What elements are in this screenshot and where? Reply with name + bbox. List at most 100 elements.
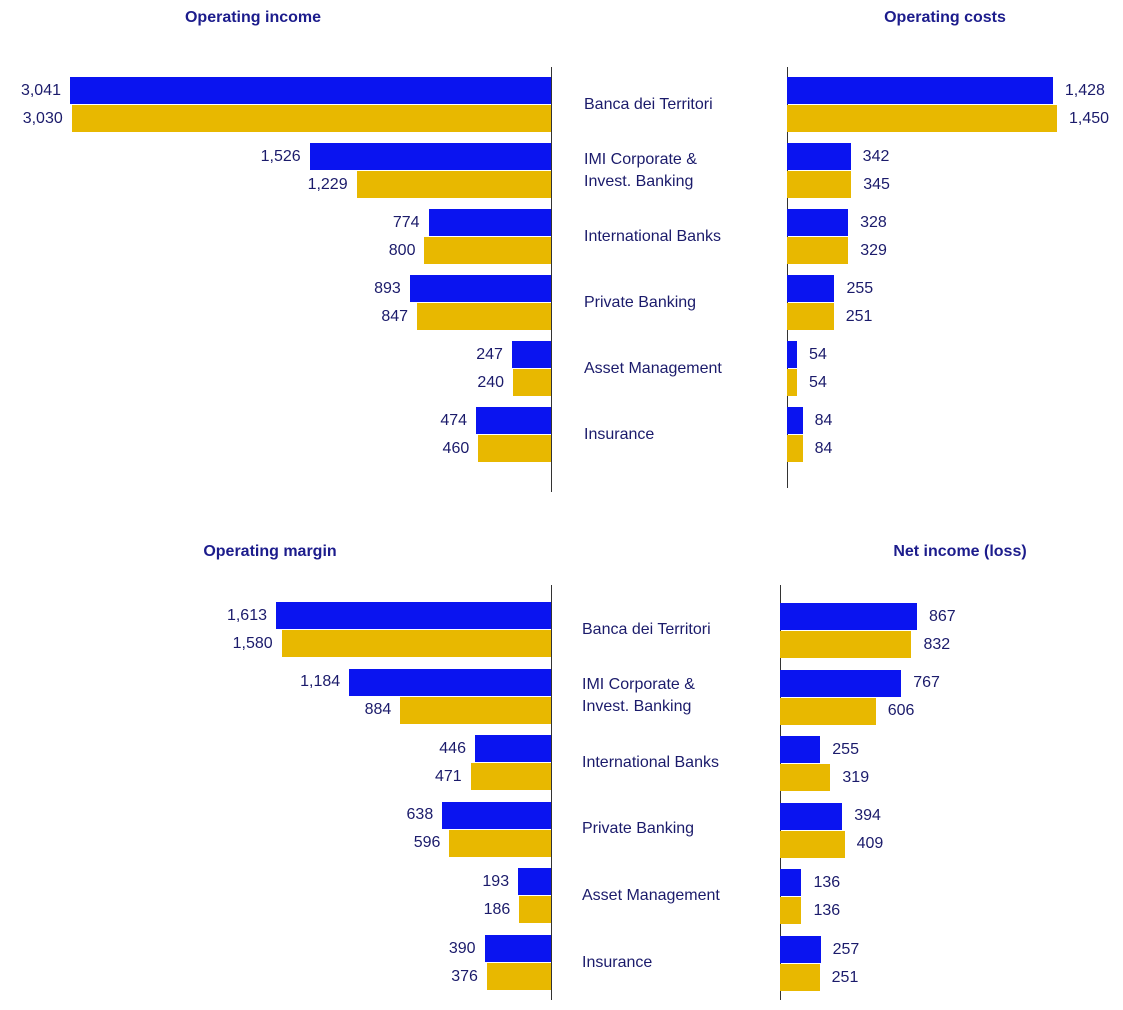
- value-label: 867: [929, 607, 956, 625]
- chart-title: Net income (loss): [893, 543, 1027, 560]
- value-label: 1,580: [232, 634, 273, 652]
- value-label: 1,526: [260, 147, 301, 165]
- bar: [400, 696, 551, 724]
- bar: [309, 143, 551, 170]
- bar: [276, 602, 551, 629]
- bar: [442, 801, 551, 829]
- bar: [787, 105, 1057, 132]
- bar: [470, 763, 551, 791]
- bar: [417, 303, 551, 330]
- value-label: 193: [482, 872, 510, 890]
- bar: [780, 697, 876, 725]
- bar: [780, 897, 802, 925]
- bar: [780, 802, 843, 830]
- value-label: 251: [831, 968, 859, 986]
- bar: [71, 105, 551, 132]
- value-label: 255: [832, 740, 859, 758]
- bar: [787, 407, 803, 434]
- value-label: 136: [813, 901, 841, 919]
- bar: [780, 964, 820, 991]
- axis-line: [551, 67, 552, 492]
- value-label: 251: [845, 307, 873, 325]
- value-label: 1,450: [1069, 109, 1110, 127]
- bar: [787, 435, 803, 462]
- bar: [787, 171, 852, 198]
- category-label: Asset Management: [584, 359, 722, 377]
- axis-line: [551, 585, 552, 1000]
- bar: [787, 275, 835, 302]
- value-label: 247: [476, 345, 503, 363]
- bar: [424, 237, 551, 264]
- bar: [780, 669, 902, 697]
- value-label: 54: [809, 345, 827, 363]
- bar: [511, 341, 551, 368]
- category-label: Insurance: [582, 953, 653, 971]
- bar: [787, 237, 849, 264]
- value-label: 409: [856, 835, 884, 853]
- value-label: 847: [381, 307, 409, 325]
- value-label: 884: [364, 701, 392, 719]
- bar: [478, 435, 551, 462]
- value-label: 3,030: [22, 109, 63, 127]
- chart-title: Operating costs: [884, 9, 1006, 26]
- bar: [780, 631, 912, 658]
- value-label: 893: [374, 279, 401, 297]
- value-label: 471: [435, 767, 462, 785]
- bar: [787, 143, 851, 170]
- bar: [780, 764, 831, 792]
- value-label: 319: [842, 768, 870, 786]
- value-label: 136: [813, 873, 841, 891]
- bar: [281, 630, 551, 657]
- value-label: 638: [406, 806, 434, 824]
- value-label: 606: [887, 702, 915, 720]
- value-label: 767: [913, 674, 940, 692]
- value-label: 1,613: [226, 606, 267, 624]
- category-label: Banca dei Territori: [584, 95, 713, 113]
- value-label: 390: [448, 939, 476, 957]
- value-label: 800: [388, 241, 416, 259]
- value-label: 342: [862, 147, 890, 165]
- category-label: Private Banking: [584, 293, 697, 311]
- value-label: 376: [451, 967, 478, 985]
- bar: [474, 735, 551, 763]
- bar: [484, 935, 551, 962]
- category-label: Private Banking: [582, 820, 695, 838]
- value-label: 328: [860, 213, 887, 231]
- value-label: 240: [477, 373, 505, 391]
- bar: [787, 77, 1053, 104]
- bar: [409, 275, 551, 302]
- value-label: 446: [439, 739, 466, 757]
- bar: [349, 668, 551, 696]
- value-label: 474: [440, 411, 468, 429]
- chart-title: Operating margin: [203, 543, 337, 560]
- bar: [787, 209, 849, 236]
- category-label: Asset Management: [582, 886, 720, 904]
- bar: [476, 407, 551, 434]
- value-label: 1,229: [307, 175, 348, 193]
- value-label: 460: [442, 439, 470, 457]
- value-label: 774: [392, 213, 420, 231]
- category-label: International Banks: [584, 227, 721, 245]
- category-label: Insurance: [584, 425, 655, 443]
- value-label: 257: [832, 940, 860, 958]
- category-label: IMI Corporate & Invest. Banking: [584, 150, 697, 190]
- value-label: 596: [413, 834, 441, 852]
- bar: [787, 341, 798, 368]
- bar: [70, 77, 551, 104]
- bar: [787, 303, 834, 330]
- axis-line: [780, 585, 781, 1000]
- bar: [518, 868, 551, 896]
- bar: [486, 963, 551, 990]
- category-label: International Banks: [582, 753, 719, 771]
- value-label: 329: [860, 241, 887, 259]
- value-label: 832: [923, 635, 951, 653]
- category-label: IMI Corporate & Invest. Banking: [582, 676, 695, 716]
- bar: [780, 869, 802, 897]
- value-label: 3,041: [20, 81, 61, 99]
- bar: [780, 603, 917, 630]
- bar: [780, 936, 821, 963]
- value-label: 84: [814, 411, 833, 429]
- category-label: Banca dei Territori: [582, 620, 711, 638]
- bar: [428, 209, 551, 236]
